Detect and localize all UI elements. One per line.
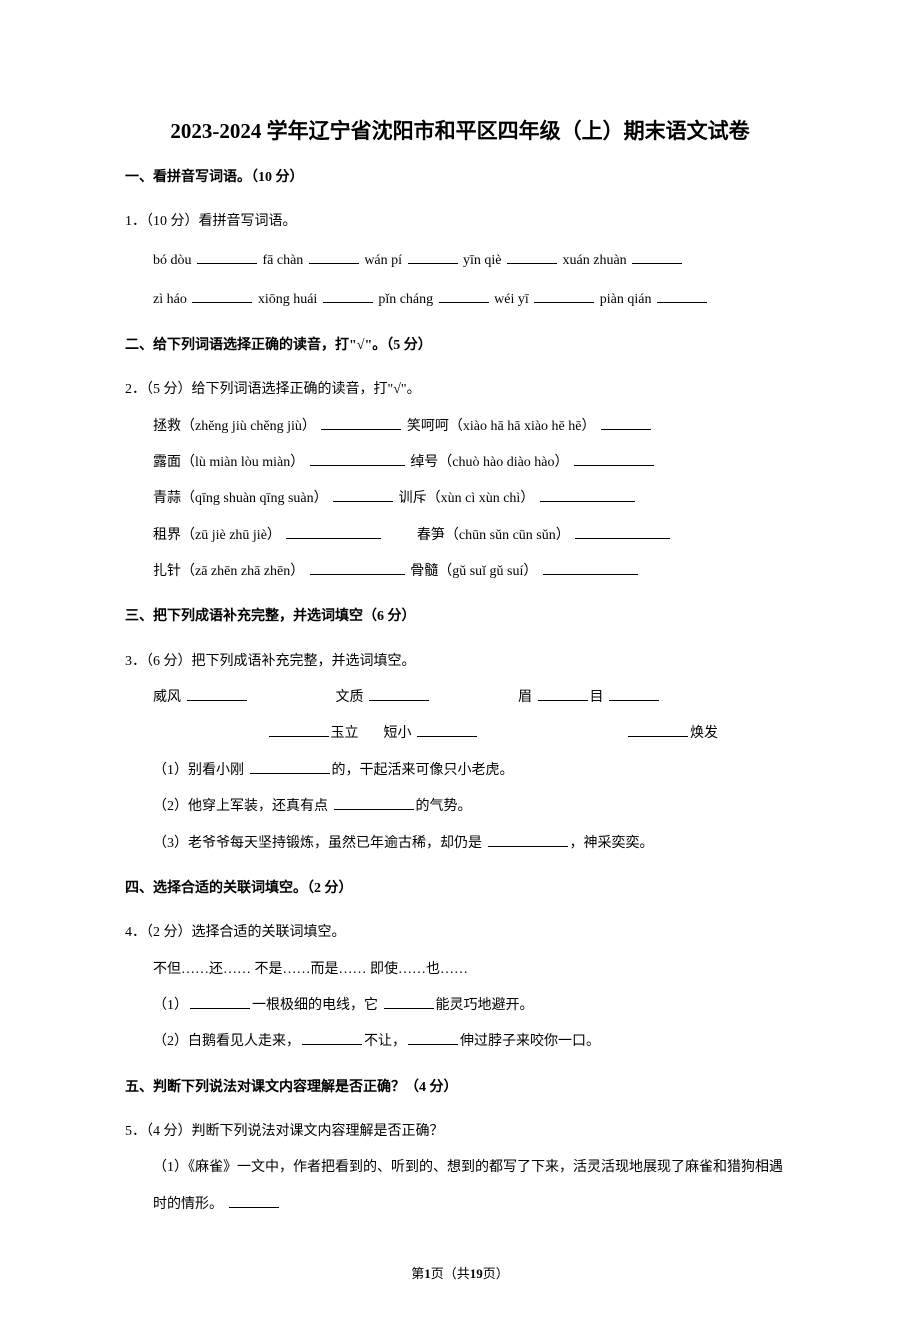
q1-line1: bó dòu fā chàn wán pí yīn qiè xuán zhuàn [125, 241, 795, 280]
section-4-heading: 四、选择合适的关联词填空。（2 分） [125, 876, 795, 901]
fill-blank[interactable] [574, 449, 654, 466]
fill-blank[interactable] [657, 286, 707, 303]
fill-blank[interactable] [302, 1028, 362, 1045]
fill-blank[interactable] [384, 992, 434, 1009]
fill-blank[interactable] [250, 757, 330, 774]
question-2: 2．（5 分）给下列词语选择正确的读音，打"√"。 拯救（zhěng jiù c… [125, 372, 795, 590]
section-5-heading: 五、判断下列说法对课文内容理解是否正确？（4 分） [125, 1075, 795, 1100]
fill-blank[interactable] [197, 247, 257, 264]
fill-blank[interactable] [601, 413, 651, 430]
fill-blank[interactable] [334, 793, 414, 810]
fill-blank[interactable] [417, 720, 477, 737]
section-1-heading: 一、看拼音写词语。（10 分） [125, 165, 795, 190]
fill-blank[interactable] [538, 684, 588, 701]
fill-blank[interactable] [229, 1191, 279, 1208]
q3-sub1: （1）别看小刚 的，干起活来可像只小老虎。 [125, 753, 795, 789]
q5-prefix: 5．（4 分）判断下列说法对课文内容理解是否正确？ [125, 1124, 444, 1139]
section-3-heading: 三、把下列成语补充完整，并选词填空（6 分） [125, 604, 795, 629]
fill-blank[interactable] [540, 485, 635, 502]
q1-line2: zì háo xiōng huái pǐn cháng wéi yī piàn … [125, 280, 795, 319]
fill-blank[interactable] [286, 522, 381, 539]
fill-blank[interactable] [310, 558, 405, 575]
question-5: 5．（4 分）判断下列说法对课文内容理解是否正确？ （1）《麻雀》一文中，作者把… [125, 1114, 795, 1223]
q3-row2: 玉立 短小 焕发 [125, 716, 795, 752]
q3-sub2: （2）他穿上军装，还真有点 的气势。 [125, 789, 795, 825]
fill-blank[interactable] [269, 720, 329, 737]
fill-blank[interactable] [632, 247, 682, 264]
q4-sub1: （1）一根极细的电线，它 能灵巧地避开。 [125, 988, 795, 1024]
q2-prefix: 2．（5 分）给下列词语选择正确的读音，打"√"。 [125, 382, 421, 397]
q3-prefix: 3．（6 分）把下列成语补充完整，并选词填空。 [125, 654, 416, 669]
fill-blank[interactable] [323, 286, 373, 303]
question-3: 3．（6 分）把下列成语补充完整，并选词填空。 威风 文质 眉 目 玉立 短小 … [125, 644, 795, 862]
fill-blank[interactable] [190, 992, 250, 1009]
question-4: 4．（2 分）选择合适的关联词填空。 不但……还…… 不是……而是…… 即使……… [125, 915, 795, 1061]
document-page: 2023-2024 学年辽宁省沈阳市和平区四年级（上）期末语文试卷 一、看拼音写… [0, 0, 920, 1342]
fill-blank[interactable] [609, 684, 659, 701]
fill-blank[interactable] [575, 522, 670, 539]
q4-prefix: 4．（2 分）选择合适的关联词填空。 [125, 925, 346, 940]
q2-item: 露面（lù miàn lòu miàn） 绰号（chuò hào diào hà… [125, 445, 795, 481]
fill-blank[interactable] [187, 684, 247, 701]
fill-blank[interactable] [192, 286, 252, 303]
q1-prefix: 1．（10 分）看拼音写词语。 [125, 214, 297, 229]
fill-blank[interactable] [309, 247, 359, 264]
q2-item: 扎针（zā zhēn zhā zhēn） 骨髓（gǔ suǐ gǔ suí） [125, 554, 795, 590]
fill-blank[interactable] [534, 286, 594, 303]
section-2-heading: 二、给下列词语选择正确的读音，打"√"。（5 分） [125, 333, 795, 358]
q3-sub3: （3）老爷爷每天坚持锻炼，虽然已年逾古稀，却仍是 ，神采奕奕。 [125, 826, 795, 862]
fill-blank[interactable] [321, 413, 401, 430]
fill-blank[interactable] [507, 247, 557, 264]
q2-item: 拯救（zhěng jiù chěng jiù） 笑呵呵（xiào hā hā x… [125, 409, 795, 445]
fill-blank[interactable] [333, 485, 393, 502]
q2-item: 租界（zū jiè zhū jiè） 春笋（chūn sǔn cūn sǔn） [125, 518, 795, 554]
fill-blank[interactable] [439, 286, 489, 303]
page-title: 2023-2024 学年辽宁省沈阳市和平区四年级（上）期末语文试卷 [125, 115, 795, 145]
fill-blank[interactable] [310, 449, 405, 466]
q3-row1: 威风 文质 眉 目 [125, 680, 795, 716]
q4-sub2: （2）白鹅看见人走来，不让，伸过脖子来咬你一口。 [125, 1024, 795, 1060]
fill-blank[interactable] [628, 720, 688, 737]
fill-blank[interactable] [369, 684, 429, 701]
fill-blank[interactable] [488, 830, 568, 847]
fill-blank[interactable] [408, 1028, 458, 1045]
page-footer: 第1页（共19页） [125, 1263, 795, 1282]
q5-sub1: （1）《麻雀》一文中，作者把看到的、听到的、想到的都写了下来，活灵活现地展现了麻… [125, 1150, 795, 1223]
q4-options: 不但……还…… 不是……而是…… 即使……也…… [125, 952, 795, 988]
q2-item: 青蒜（qīng shuàn qīng suàn） 训斥（xùn cì xùn c… [125, 481, 795, 517]
fill-blank[interactable] [408, 247, 458, 264]
fill-blank[interactable] [543, 558, 638, 575]
question-1: 1．（10 分）看拼音写词语。 bó dòu fā chàn wán pí yī… [125, 204, 795, 319]
